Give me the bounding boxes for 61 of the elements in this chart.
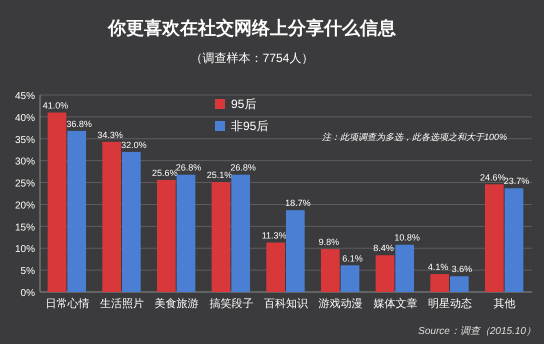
legend-label: 非95后 <box>231 119 268 133</box>
source-note: Source：调查（2015.10） <box>418 325 536 337</box>
x-tick-label: 生活照片 <box>100 297 144 310</box>
bar <box>504 188 524 292</box>
y-tick-label: 30% <box>14 156 36 168</box>
bar <box>102 142 121 292</box>
data-label: 9.8% <box>318 237 340 248</box>
bar <box>450 276 469 292</box>
bar <box>266 242 285 292</box>
data-label: 6.1% <box>342 253 363 264</box>
bar <box>176 174 196 292</box>
x-tick-label: 明星动态 <box>428 297 472 310</box>
data-label: 34.3% <box>97 130 123 140</box>
y-tick-label: 15% <box>14 222 36 234</box>
x-tick-label: 搞笑段子 <box>209 297 254 310</box>
data-label: 10.8% <box>394 232 420 243</box>
annotation: 注：此项调查为多选，此各选项之和大于100% <box>322 132 508 142</box>
x-tick-label: 百科知识 <box>264 298 308 310</box>
bar <box>430 274 449 292</box>
x-tick-label: 媒体文章 <box>373 297 418 310</box>
x-tick-label: 日常心情 <box>45 297 90 310</box>
bar <box>156 180 176 292</box>
y-tick-label: 25% <box>14 178 36 190</box>
bar <box>122 152 141 292</box>
bar <box>231 174 250 292</box>
data-label: 25.6% <box>152 168 178 178</box>
y-tick-label: 35% <box>14 134 36 146</box>
data-label: 11.3% <box>262 230 287 241</box>
x-tick-label: 游戏动漫 <box>318 297 363 310</box>
y-tick-label: 5% <box>20 266 36 278</box>
chart-title: 你更喜欢在社交网络上分享什么信息 <box>107 18 396 38</box>
y-tick-label: 45% <box>14 91 36 102</box>
legend-label: 95后 <box>231 97 256 111</box>
data-label: 23.7% <box>504 176 530 186</box>
data-label: 8.4% <box>373 243 394 254</box>
data-label: 4.1% <box>428 262 448 272</box>
bar <box>340 265 360 292</box>
x-tick-label: 其他 <box>494 297 516 310</box>
y-tick-label: 10% <box>14 244 36 256</box>
data-label: 41.0% <box>42 100 68 111</box>
data-label: 36.8% <box>66 118 92 129</box>
data-label: 32.0% <box>121 140 147 150</box>
bar <box>376 255 394 292</box>
bar <box>212 182 230 292</box>
y-tick-label: 0% <box>20 288 36 299</box>
bar <box>395 244 414 292</box>
bar <box>286 210 305 292</box>
data-label: 25.1% <box>206 170 232 180</box>
bar <box>48 112 66 292</box>
y-tick-label: 20% <box>14 200 36 212</box>
data-label: 24.6% <box>480 172 506 182</box>
data-label: 3.6% <box>452 264 472 274</box>
bar <box>484 184 504 292</box>
data-label: 18.7% <box>285 198 311 208</box>
x-tick-label: 美食旅游 <box>154 297 199 310</box>
chart-subtitle: （调查样本：7754人） <box>190 51 314 65</box>
bar <box>320 249 340 292</box>
y-tick-label: 40% <box>14 112 36 124</box>
data-label: 26.8% <box>176 162 202 173</box>
bar <box>67 130 86 292</box>
data-label: 26.8% <box>230 162 256 173</box>
